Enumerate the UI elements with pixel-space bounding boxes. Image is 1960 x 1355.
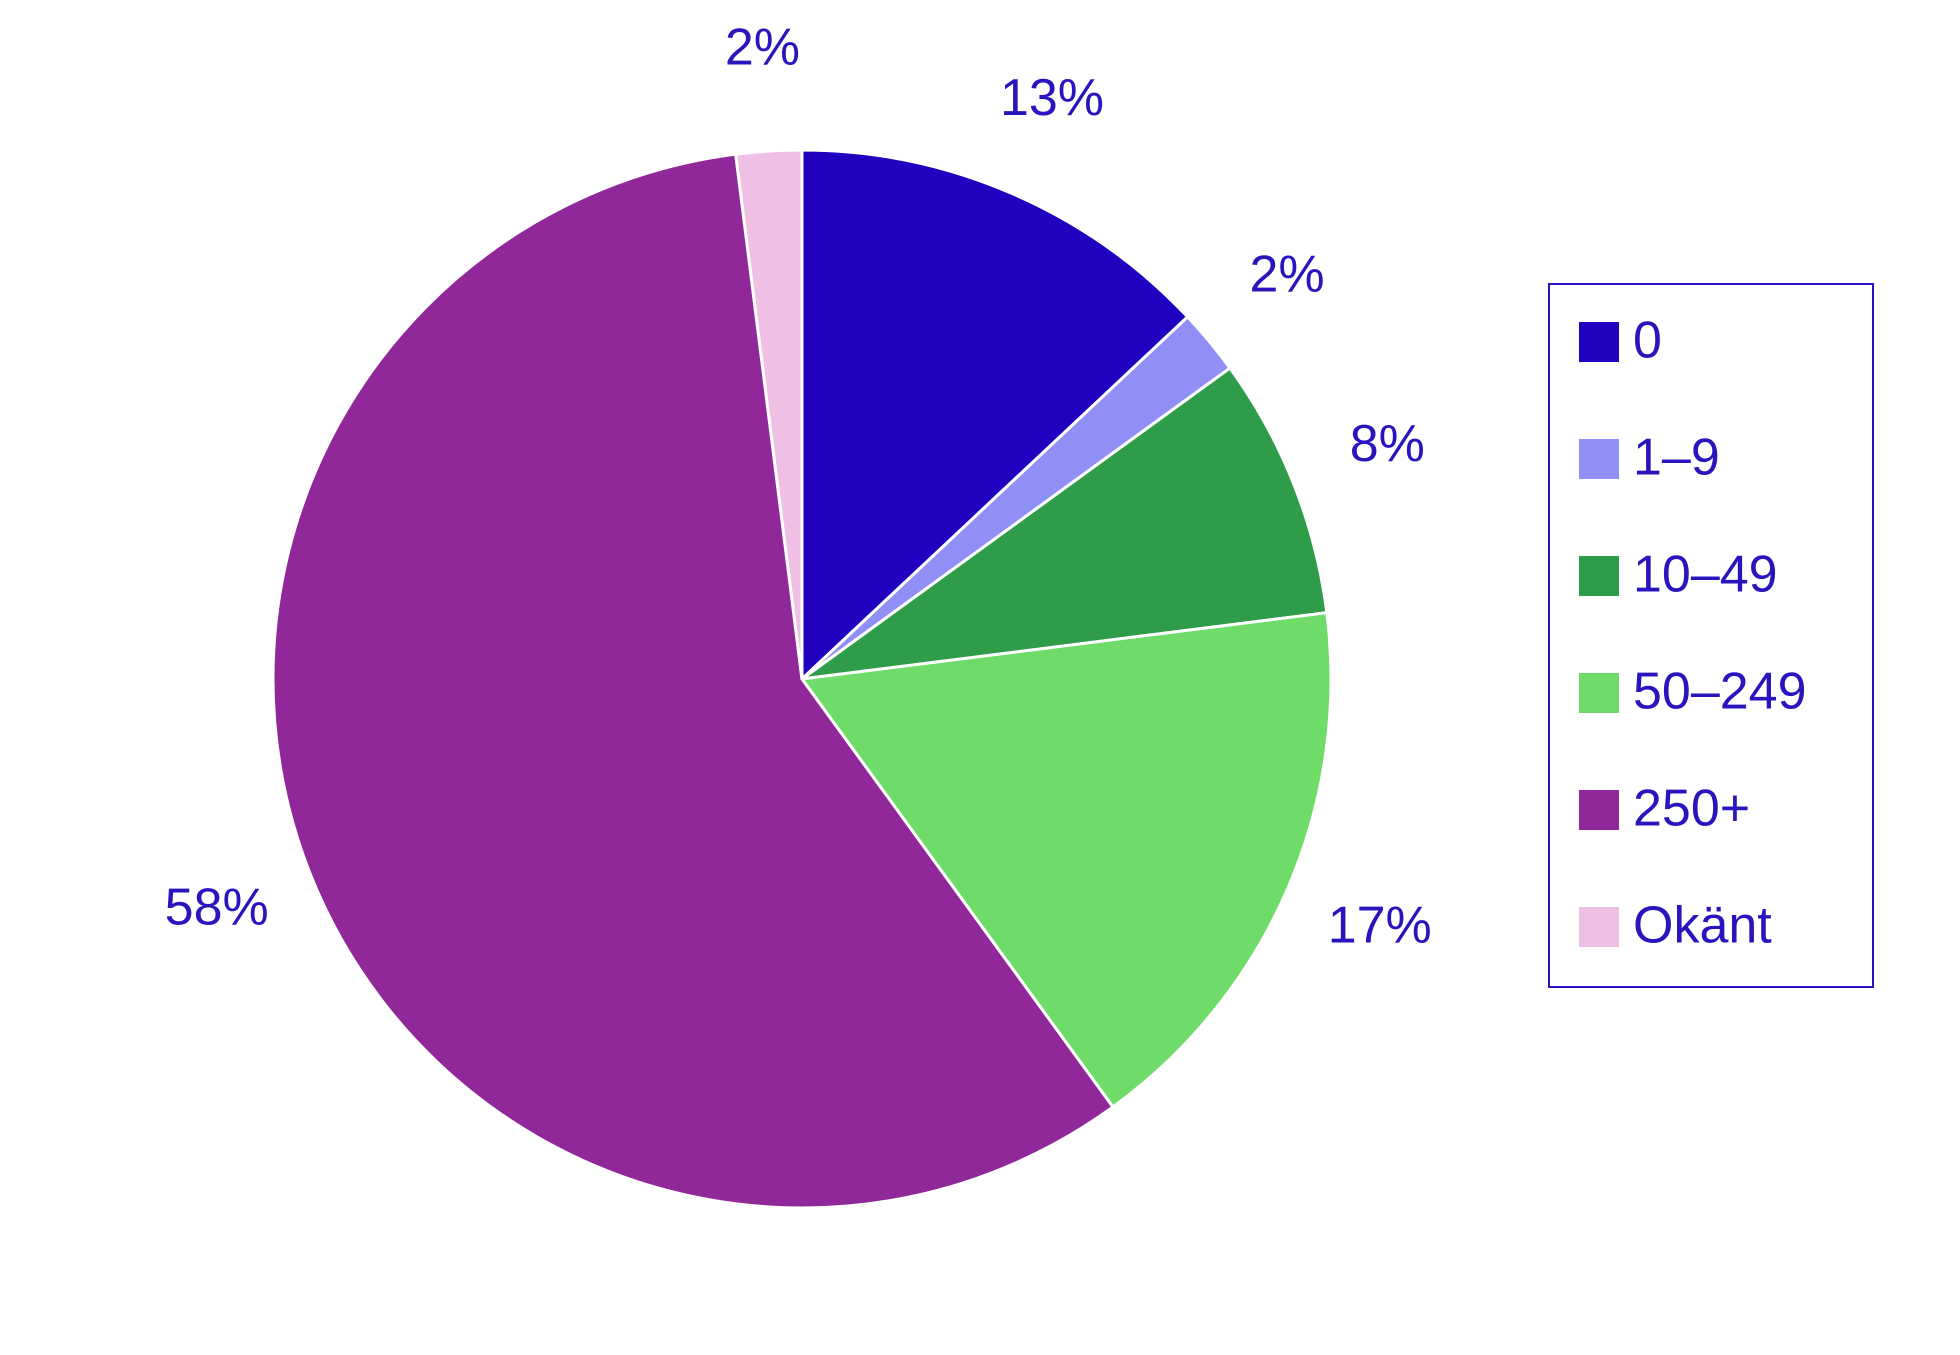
legend-swatch (1579, 790, 1619, 830)
legend-label: Okänt (1633, 897, 1772, 955)
data-label: 2% (1249, 245, 1324, 303)
pie-slice (271, 152, 1116, 1210)
legend-swatch (1579, 439, 1619, 479)
pie-slice (799, 611, 1333, 1110)
legend-label: 1–9 (1633, 429, 1720, 487)
data-label: 17% (1328, 897, 1432, 955)
legend-label: 250+ (1633, 780, 1750, 838)
legend-swatch (1579, 556, 1619, 596)
legend-label: 50–249 (1633, 663, 1807, 721)
legend-label: 0 (1633, 312, 1662, 370)
legend-box (1548, 283, 1874, 988)
pie-slice (800, 148, 1190, 683)
legend-swatch (1579, 907, 1619, 947)
pie-slice (801, 365, 1329, 681)
data-label: 2% (725, 18, 800, 76)
data-label: 8% (1350, 415, 1425, 473)
legend-label: 10–49 (1633, 546, 1778, 604)
data-label: 13% (1000, 69, 1104, 127)
legend-swatch (1579, 673, 1619, 713)
pie-slice (734, 148, 804, 680)
legend-swatch (1579, 322, 1619, 362)
data-label: 58% (165, 878, 269, 936)
